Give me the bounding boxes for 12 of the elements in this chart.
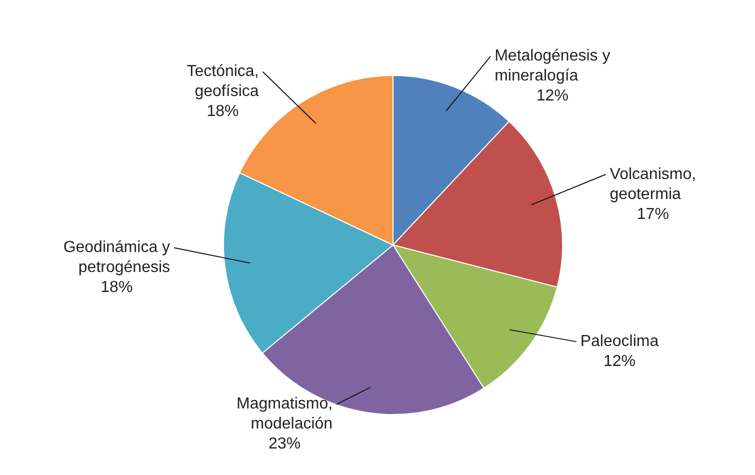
slice-label: Tectónica, geofísica (186, 63, 259, 100)
slice-label: Paleoclima (580, 333, 659, 350)
slice-label: Magmatismo, modelación (236, 396, 333, 433)
data-label: 12% (536, 88, 568, 105)
slice-label: Geodinámica y petrogénesis (63, 239, 170, 276)
data-label: 12% (603, 353, 636, 370)
data-label: 23% (268, 436, 301, 453)
data-label: 17% (636, 206, 669, 223)
slice-label: Volcanismo, geotermia (610, 166, 696, 203)
slice-label: Metalogénesis y mineralogía (494, 48, 610, 85)
data-label: 18% (206, 103, 239, 120)
data-label: 18% (100, 279, 133, 296)
